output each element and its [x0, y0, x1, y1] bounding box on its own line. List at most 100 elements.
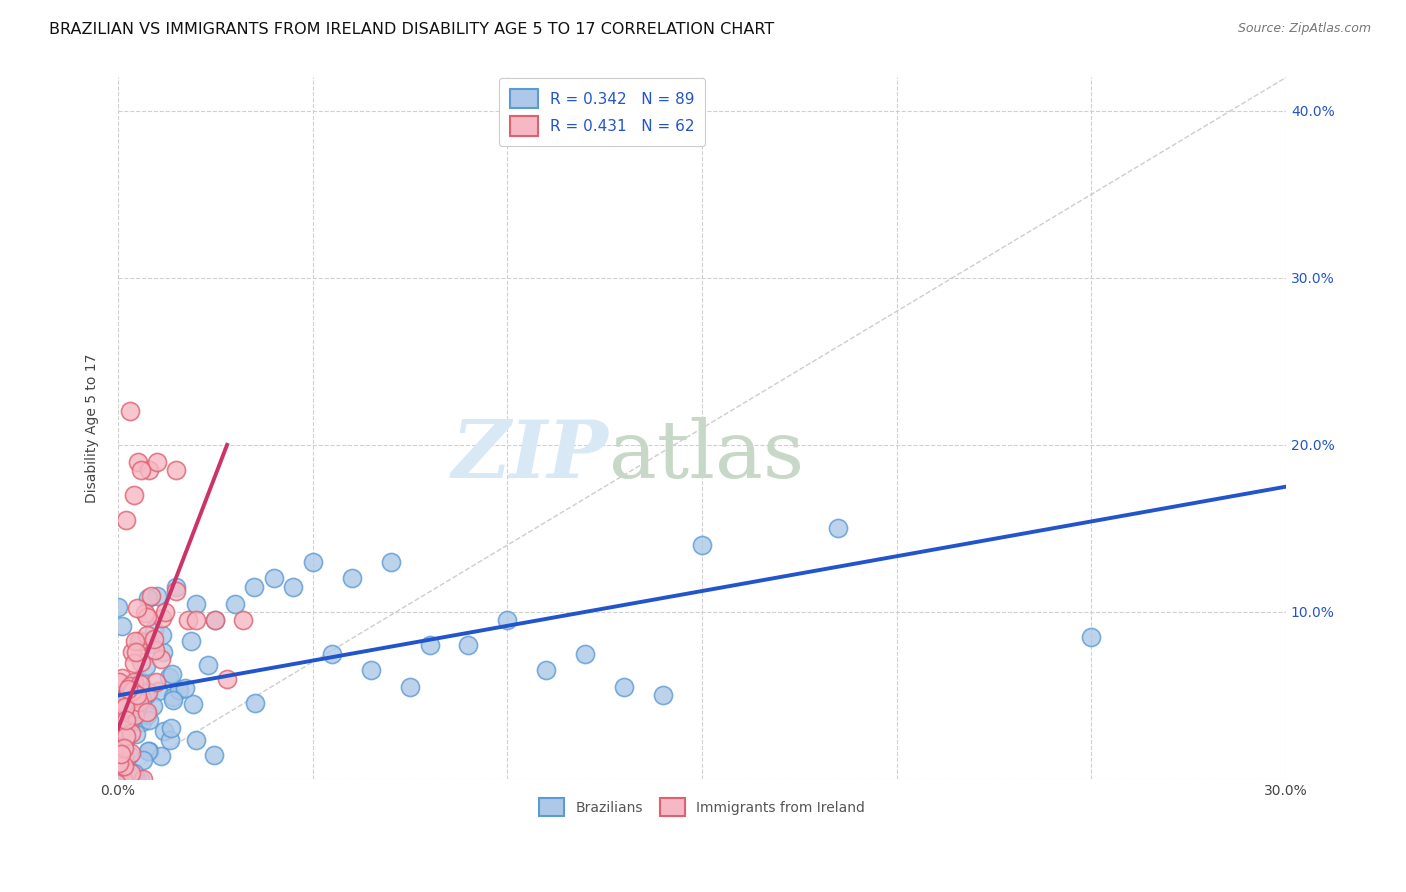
Point [128, 634, 150, 648]
Point [111, 619, 134, 633]
Point [160, 666, 183, 681]
Point [160, 721, 183, 735]
Point [340, 572, 363, 586]
Point [135, 659, 157, 673]
Point [127, 688, 149, 702]
Point [117, 697, 139, 711]
Text: ZIP: ZIP [451, 417, 609, 495]
Point [574, 647, 596, 661]
Point [118, 404, 141, 418]
Point [157, 670, 180, 684]
Point [110, 690, 132, 705]
Point [827, 521, 849, 535]
Y-axis label: Disability Age 5 to 17: Disability Age 5 to 17 [86, 353, 100, 503]
Point [150, 652, 173, 666]
Point [112, 713, 135, 727]
Point [110, 747, 132, 761]
Point [197, 657, 219, 672]
Point [112, 702, 135, 716]
Point [243, 580, 266, 594]
Point [122, 488, 145, 502]
Point [321, 647, 343, 661]
Point [380, 555, 402, 569]
Point [184, 733, 207, 747]
Point [142, 632, 165, 646]
Point [120, 679, 142, 693]
Point [124, 634, 146, 648]
Point [125, 645, 148, 659]
Point [129, 687, 152, 701]
Point [120, 746, 142, 760]
Point [112, 696, 135, 710]
Point [115, 689, 138, 703]
Point [418, 638, 440, 652]
Point [652, 689, 675, 703]
Point [165, 580, 187, 594]
Point [128, 772, 150, 786]
Legend: Brazilians, Immigrants from Ireland: Brazilians, Immigrants from Ireland [531, 790, 873, 824]
Text: Source: ZipAtlas.com: Source: ZipAtlas.com [1237, 22, 1371, 36]
Point [139, 637, 162, 651]
Point [153, 605, 176, 619]
Point [121, 645, 143, 659]
Point [143, 643, 166, 657]
Point [107, 674, 129, 689]
Point [127, 601, 149, 615]
Point [122, 675, 145, 690]
Point [243, 696, 266, 710]
Point [165, 583, 187, 598]
Point [107, 599, 129, 614]
Point [129, 677, 152, 691]
Point [162, 693, 184, 707]
Point [125, 701, 148, 715]
Point [136, 744, 159, 758]
Point [496, 613, 519, 627]
Point [125, 772, 148, 786]
Point [202, 747, 225, 762]
Point [146, 683, 169, 698]
Point [110, 741, 132, 756]
Point [152, 611, 174, 625]
Point [132, 753, 155, 767]
Point [232, 613, 254, 627]
Point [114, 763, 136, 777]
Text: BRAZILIAN VS IMMIGRANTS FROM IRELAND DISABILITY AGE 5 TO 17 CORRELATION CHART: BRAZILIAN VS IMMIGRANTS FROM IRELAND DIS… [49, 22, 775, 37]
Point [143, 624, 166, 638]
Point [1080, 630, 1102, 644]
Point [111, 671, 134, 685]
Point [146, 454, 169, 468]
Point [177, 613, 200, 627]
Point [114, 513, 136, 527]
Point [138, 713, 160, 727]
Point [536, 664, 558, 678]
Point [110, 772, 132, 786]
Point [112, 740, 135, 755]
Point [174, 681, 197, 695]
Point [121, 684, 143, 698]
Point [115, 732, 138, 747]
Point [111, 722, 134, 736]
Point [142, 699, 165, 714]
Point [114, 729, 136, 743]
Point [118, 680, 141, 694]
Point [135, 708, 157, 723]
Point [184, 597, 207, 611]
Point [136, 591, 159, 605]
Point [108, 737, 131, 751]
Point [138, 463, 160, 477]
Point [114, 699, 136, 714]
Text: atlas: atlas [609, 417, 804, 495]
Point [129, 633, 152, 648]
Point [118, 716, 141, 731]
Point [112, 684, 135, 698]
Point [159, 733, 181, 747]
Point [135, 610, 157, 624]
Point [112, 772, 135, 786]
Point [117, 681, 139, 696]
Point [136, 685, 159, 699]
Point [114, 723, 136, 737]
Point [150, 628, 173, 642]
Point [118, 748, 141, 763]
Point [136, 628, 159, 642]
Point [131, 691, 153, 706]
